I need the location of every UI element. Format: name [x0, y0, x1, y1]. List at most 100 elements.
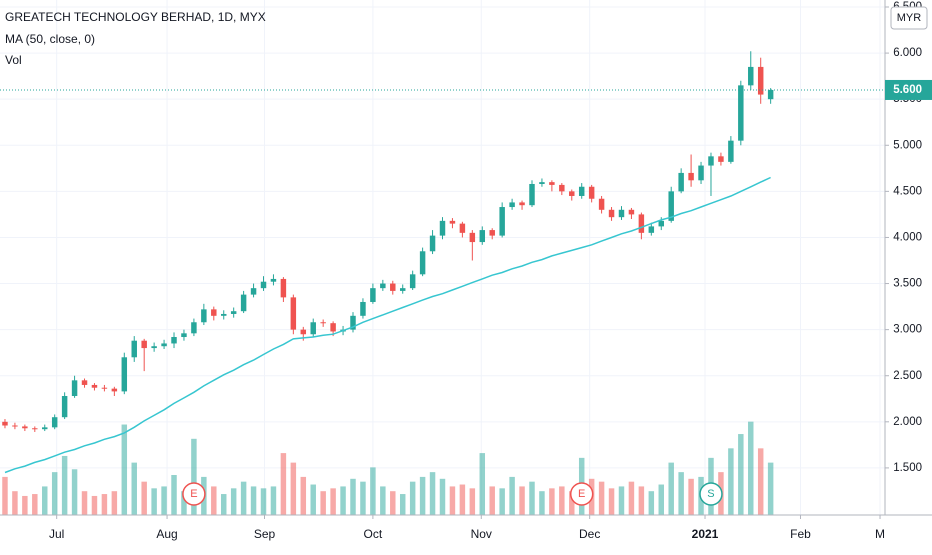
x-tick-label: M — [875, 527, 885, 541]
volume-bar — [260, 488, 267, 515]
volume-bar — [668, 462, 674, 515]
candle-body — [569, 191, 575, 196]
currency[interactable]: MYR — [897, 12, 922, 24]
volume-bar — [399, 494, 406, 515]
volume-bar — [688, 478, 694, 515]
candle-body — [578, 186, 585, 196]
candle-body — [499, 207, 505, 236]
candle-body — [151, 346, 157, 349]
event-marker — [569, 482, 594, 506]
volume-bar — [658, 484, 664, 515]
y-tick-label: 2.500 — [893, 370, 922, 382]
candle-body — [141, 340, 147, 349]
candle-body — [479, 230, 486, 243]
event-marker — [699, 482, 723, 506]
volume-bar — [738, 434, 744, 515]
volume-bar — [81, 491, 88, 515]
x-tick-label: Sep — [254, 527, 276, 541]
candle-body — [221, 313, 227, 316]
currency-box[interactable] — [890, 6, 928, 30]
candle-body — [688, 172, 694, 181]
volume-bar — [320, 491, 326, 515]
y-tick-label: 4.000 — [893, 231, 922, 243]
candle-body — [678, 172, 684, 192]
volume-bar — [539, 491, 545, 515]
candle-body — [738, 85, 744, 141]
x-tick-label: Dec — [579, 527, 600, 541]
candle-body — [12, 425, 18, 427]
volume-bar — [12, 491, 18, 515]
x-tick-label: Feb — [790, 527, 811, 541]
volume-bar — [439, 478, 446, 515]
candle-body — [767, 89, 774, 100]
candle-body — [399, 288, 406, 291]
volume-bar — [161, 486, 167, 515]
candle-body — [42, 427, 48, 430]
volume-bar — [280, 453, 287, 515]
candle-body — [380, 283, 386, 289]
volume-bar — [300, 476, 307, 515]
x-tick-label: 2021 — [692, 527, 719, 541]
candle-body — [648, 226, 655, 233]
volume-bar — [131, 462, 137, 515]
candle-body — [260, 281, 267, 289]
volume-bar — [350, 478, 356, 515]
candle-body — [489, 230, 495, 236]
candle-body — [370, 288, 376, 302]
volume-bar — [409, 481, 416, 515]
candle-body — [509, 202, 515, 208]
x-tick-label: Nov — [471, 527, 492, 541]
volume-bar — [559, 486, 565, 515]
candle-body — [698, 165, 704, 181]
candle-body — [549, 182, 555, 185]
candle-body — [300, 329, 307, 335]
candle-body — [51, 417, 58, 428]
candle-body — [240, 294, 247, 312]
volume-bar — [61, 455, 68, 515]
volume-bar — [728, 448, 734, 515]
candle-body — [559, 184, 565, 192]
event-label: S — [707, 488, 714, 500]
volume-bar — [748, 421, 754, 515]
candle-body — [230, 311, 237, 314]
candle-body — [390, 283, 396, 291]
candle-body — [409, 274, 416, 289]
volume-bar — [360, 481, 366, 515]
candle-body — [191, 322, 197, 334]
volume-bar — [529, 481, 535, 515]
x-tick-label: Oct — [364, 527, 383, 541]
candle-body — [131, 340, 137, 358]
volume-bar — [221, 494, 227, 515]
ma-line — [4, 176, 771, 474]
y-tick-label: 3.500 — [893, 278, 922, 290]
candle-body — [449, 220, 456, 224]
volume-bar — [290, 462, 297, 515]
volume-bar — [489, 486, 495, 515]
candle-body — [608, 209, 615, 218]
x-tick-label: Aug — [156, 527, 177, 541]
volume-bar — [230, 488, 237, 515]
y-tick-label: 5.000 — [893, 139, 922, 151]
y-tick-label: 6.000 — [893, 47, 922, 59]
candle-body — [181, 333, 187, 338]
candle-body — [419, 251, 426, 275]
candle-body — [658, 220, 664, 227]
candle-body — [360, 301, 366, 316]
chart-title: GREATECH TECHNOLOGY BERHAD, 1D, MYX — [5, 10, 266, 24]
ma-legend: MA (50, close, 0) — [5, 32, 95, 46]
candle-body — [171, 337, 177, 344]
y-tick-label: 4.500 — [893, 185, 922, 197]
volume-bar — [767, 462, 774, 515]
volume-bar — [380, 486, 386, 515]
last-price-box — [885, 79, 932, 100]
volume-bar — [51, 472, 58, 515]
candle-body — [121, 357, 128, 392]
volume-bar — [240, 481, 247, 515]
candle-body — [519, 202, 525, 206]
volume-bar — [250, 486, 257, 515]
y-tick-label: 3.000 — [893, 324, 922, 336]
candle-body — [250, 288, 257, 295]
candle-body — [290, 297, 297, 330]
